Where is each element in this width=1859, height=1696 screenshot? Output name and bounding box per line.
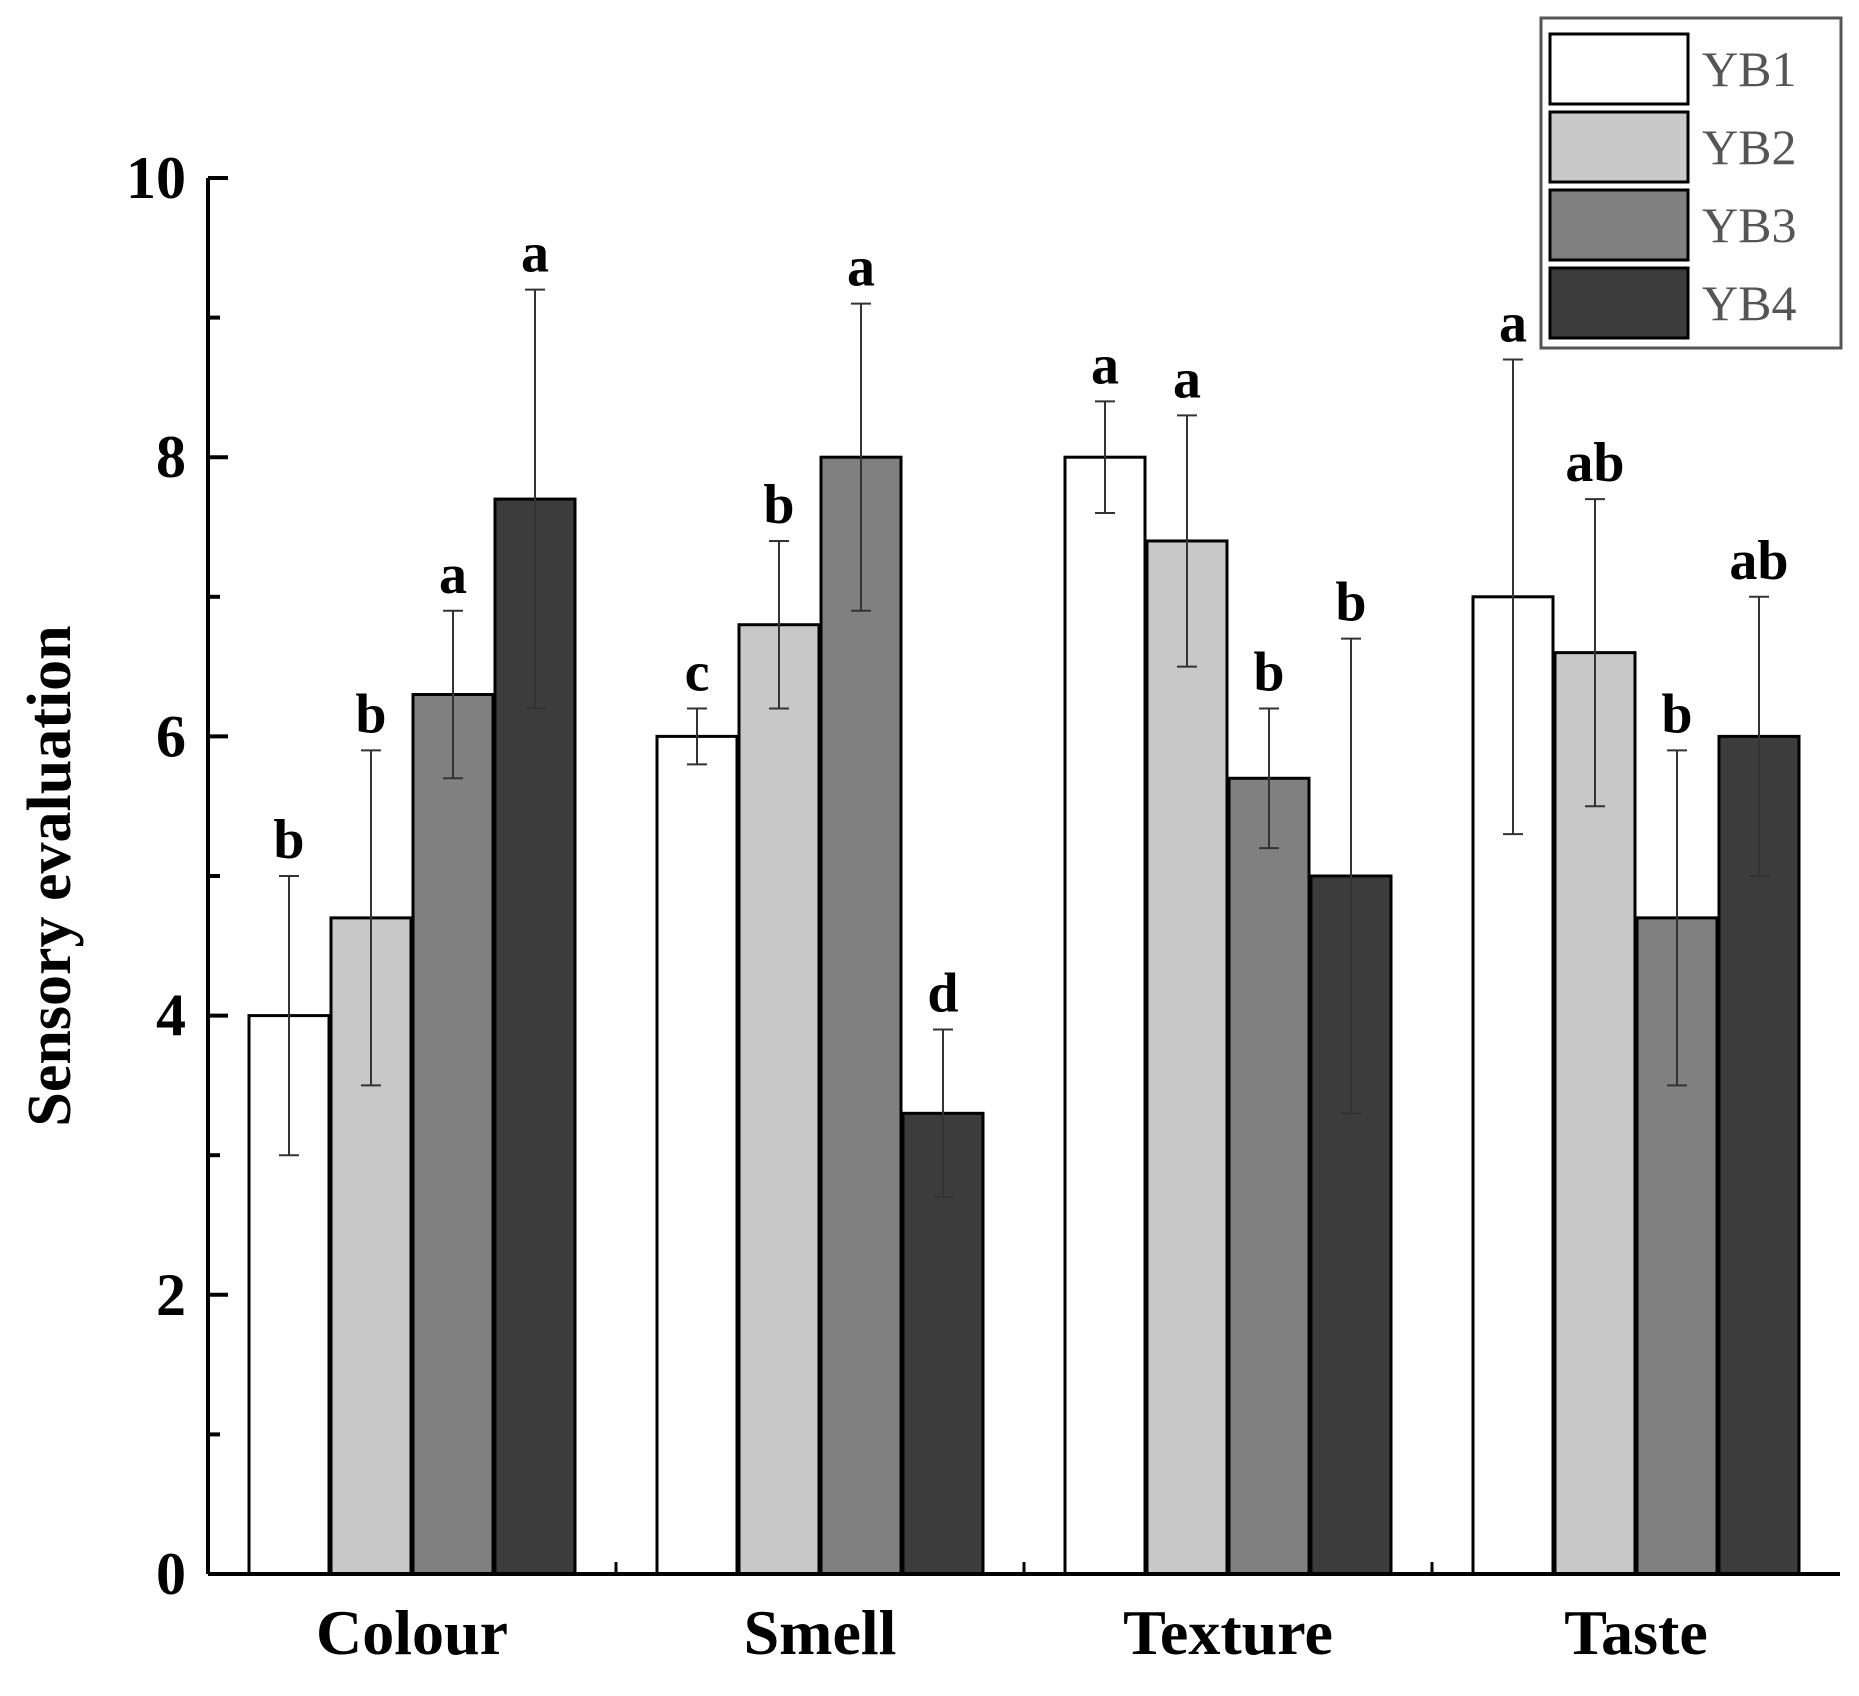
bar-yb1-smell — [655, 734, 739, 1576]
significance-label: ab — [1565, 432, 1624, 494]
significance-label: b — [355, 683, 386, 745]
significance-label: d — [927, 963, 958, 1025]
bar-yb3-texture — [1227, 776, 1311, 1576]
legend-item-yb3: YB3 — [1548, 188, 1796, 262]
legend-item-yb2: YB2 — [1548, 110, 1796, 184]
error-bar — [769, 539, 789, 710]
significance-label: ab — [1729, 530, 1788, 592]
legend-label: YB4 — [1702, 275, 1796, 331]
significance-label: b — [273, 809, 304, 871]
x-tick-label-texture: Texture — [1123, 1597, 1333, 1668]
legend-swatch — [1548, 266, 1690, 340]
significance-label: a — [521, 223, 549, 285]
y-tick-label: 2 — [156, 1262, 186, 1328]
legend-label: YB2 — [1702, 119, 1796, 175]
significance-label: a — [1173, 348, 1201, 410]
legend-swatch — [1548, 32, 1690, 106]
error-bar — [361, 749, 381, 1087]
error-bar — [443, 609, 463, 780]
significance-label: b — [1335, 572, 1366, 634]
bar-yb3-colour — [411, 693, 495, 1576]
significance-label: b — [1253, 641, 1284, 703]
error-bar — [1259, 707, 1279, 850]
legend-swatch — [1548, 188, 1690, 262]
error-bar — [1503, 358, 1523, 836]
bar-yb2-texture — [1145, 539, 1229, 1576]
legend-swatch — [1548, 110, 1690, 184]
significance-label: a — [1499, 292, 1527, 354]
error-bar — [279, 875, 299, 1157]
y-axis-label: Sensory evaluation — [16, 625, 84, 1126]
bar-yb1-texture — [1063, 455, 1147, 1576]
significance-label: b — [1661, 683, 1692, 745]
error-bar — [933, 1028, 953, 1199]
legend: YB1 YB2 YB3 YB4 — [1539, 16, 1843, 350]
error-bar — [1585, 498, 1605, 808]
error-bar — [1095, 400, 1115, 515]
error-bar — [1341, 637, 1361, 1115]
y-tick-label: 8 — [156, 424, 186, 490]
legend-label: YB3 — [1702, 197, 1796, 253]
error-bar — [851, 302, 871, 612]
error-bar — [1749, 595, 1769, 877]
y-tick-label: 0 — [156, 1541, 186, 1607]
bar-yb2-smell — [737, 623, 821, 1576]
significance-label: a — [847, 237, 875, 299]
significance-label: a — [439, 544, 467, 606]
bar-yb4-smell — [901, 1111, 985, 1576]
y-tick-label: 6 — [156, 703, 186, 769]
axes-layer: 0 2 4 6 8 10 Colour Smell Texture Taste — [126, 145, 1840, 1668]
error-bar — [525, 288, 545, 710]
significance-label: b — [763, 474, 794, 536]
error-bars-layer — [279, 288, 1769, 1199]
legend-label: YB1 — [1702, 41, 1796, 97]
error-bar — [687, 707, 707, 766]
legend-item-yb4: YB4 — [1548, 266, 1796, 340]
x-tick-label-smell: Smell — [744, 1597, 897, 1668]
error-bar — [1177, 414, 1197, 668]
x-tick-label-taste: Taste — [1564, 1597, 1707, 1668]
significance-label: a — [1091, 334, 1119, 396]
x-tick-label-colour: Colour — [316, 1597, 508, 1668]
bar-yb3-smell — [819, 455, 903, 1576]
y-tick-label: 10 — [126, 145, 186, 211]
y-tick-label: 4 — [156, 983, 186, 1049]
legend-item-yb1: YB1 — [1548, 32, 1796, 106]
bars-layer — [247, 455, 1801, 1576]
significance-label: c — [685, 641, 710, 703]
error-bar — [1667, 749, 1687, 1087]
